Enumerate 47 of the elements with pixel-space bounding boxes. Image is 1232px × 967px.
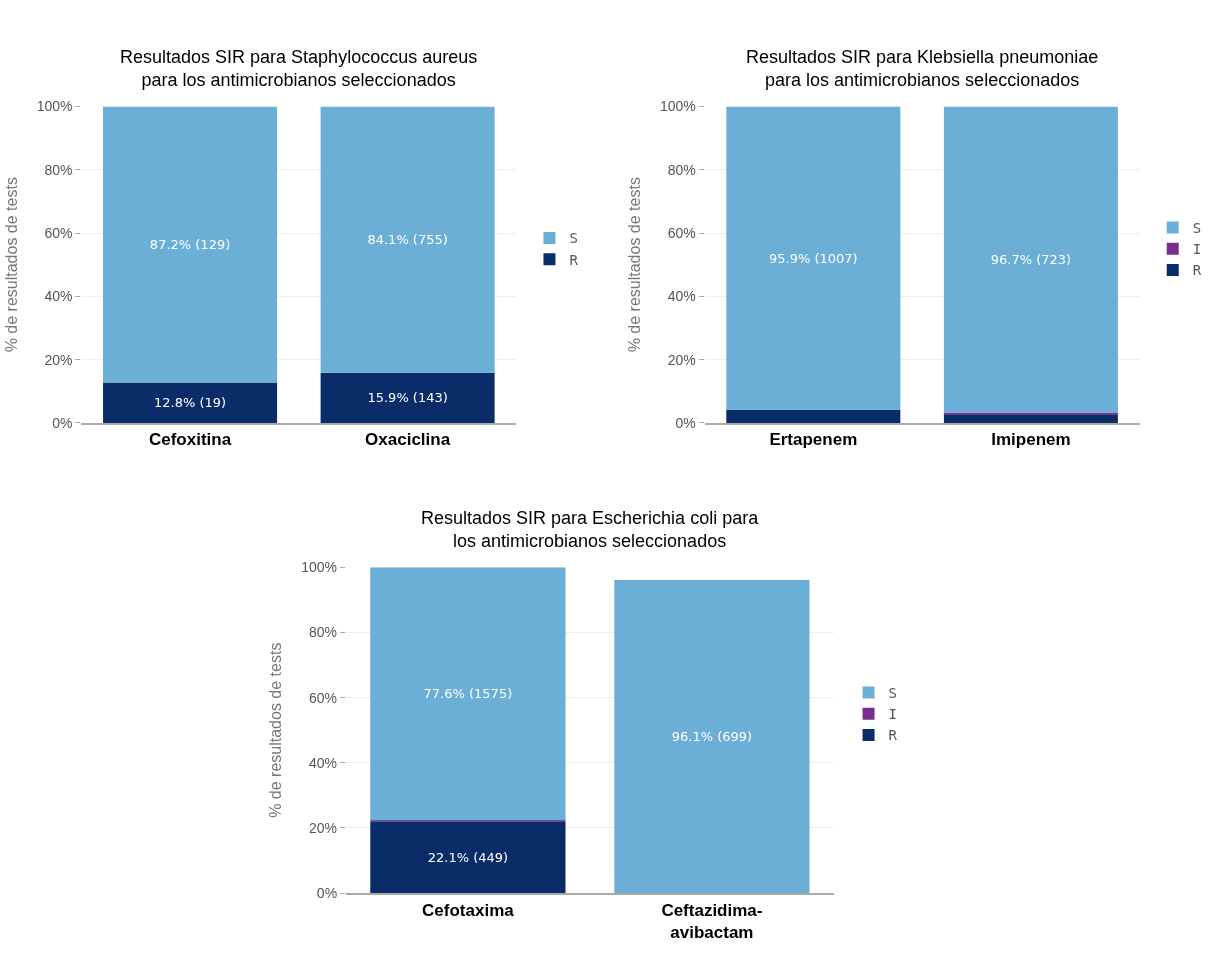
legend-label: R (569, 251, 579, 268)
x-tick-label: Cefoxitina (148, 430, 232, 450)
legend-label: R (1192, 262, 1202, 279)
y-tick-label: 100% (659, 98, 696, 115)
y-tick-label: 60% (44, 224, 73, 241)
y-tick-label: 0% (52, 414, 73, 431)
x-tick-label: Cefotaxima (422, 900, 515, 920)
y-tick-label: 80% (667, 161, 696, 178)
x-tick-label: Imipenem (991, 430, 1071, 450)
x-tick-label: Oxaciclina (365, 430, 451, 450)
y-tick-label: 20% (44, 351, 73, 368)
y-tick-label: 20% (667, 351, 696, 368)
y-tick-label: 40% (44, 288, 73, 305)
data-label: 22.1% (449) (427, 849, 509, 865)
data-label: 87.2% (129) (149, 236, 231, 252)
chart-title: Resultados SIR para Escherichia coli para los antimicrobianos seleccionados (421, 508, 760, 552)
y-tick-label: 100% (301, 559, 338, 576)
legend-label: S (569, 230, 578, 247)
y-tick-label: 100% (36, 98, 73, 115)
y-tick-label: 60% (667, 224, 696, 241)
y-axis-title: % de resultados de tests (2, 177, 20, 353)
y-tick-label: 20% (309, 819, 338, 836)
legend-label: S (888, 684, 897, 701)
chart-title: Resultados SIR para Klebsiella pneumoniae para los antimicrobianos seleccionados (746, 47, 1099, 91)
data-label: 96.7% (723) (990, 251, 1072, 267)
y-tick-label: 60% (309, 689, 338, 706)
y-tick-label: 40% (667, 288, 696, 305)
data-label: 84.1% (755) (367, 232, 448, 248)
legend-label: R (888, 727, 898, 744)
y-axis-title: % de resultados de tests (625, 177, 643, 353)
y-tick-label: 0% (316, 885, 338, 902)
x-tick-label: Ertapenem (769, 430, 858, 450)
y-tick-label: 0% (675, 414, 696, 431)
y-tick-label: 80% (309, 624, 338, 641)
data-label: 12.8% (19) (154, 395, 227, 411)
data-label: 96.1% (699) (671, 729, 753, 745)
legend-label: S (1192, 219, 1202, 236)
data-label: 95.9% (1007) (769, 250, 858, 266)
data-label: 77.6% (1575) (423, 686, 513, 702)
data-label: 15.9% (143) (367, 390, 448, 406)
y-tick-label: 80% (44, 161, 73, 178)
chart-title: Resultados SIR para Staphylococcus aureus para los antimicrobianos seleccionados (120, 47, 478, 91)
x-tick-label: Ceftazidima- avibactam (661, 900, 763, 942)
y-axis-title: % de resultados de tests (267, 642, 285, 818)
legend-label: I (888, 706, 897, 723)
legend-label: I (1192, 241, 1202, 258)
y-tick-label: 40% (309, 754, 338, 771)
